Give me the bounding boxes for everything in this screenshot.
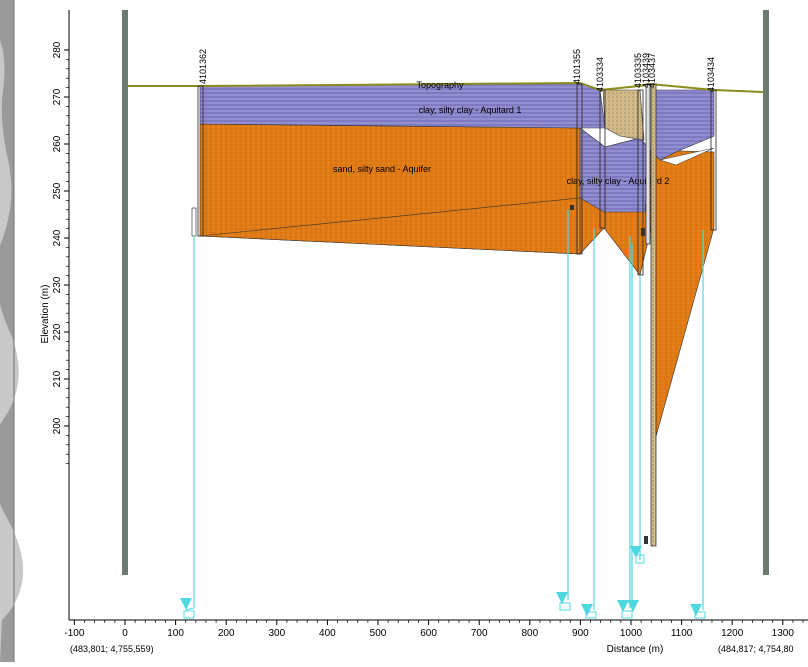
water-level-marker xyxy=(180,598,192,610)
y-tick-label: 240 xyxy=(52,229,63,246)
well-4103335[interactable]: 4103335 xyxy=(617,53,645,619)
white-lens xyxy=(659,147,715,166)
x-tick-label: 600 xyxy=(420,628,437,639)
aquifer-lower-wedge xyxy=(199,197,581,255)
y-tick-label: 280 xyxy=(52,41,63,58)
x-tick-label: 200 xyxy=(218,628,235,639)
x-tick-label: 900 xyxy=(572,628,589,639)
x-tick-label: 500 xyxy=(370,628,387,639)
y-tick-label: 270 xyxy=(52,88,63,105)
well-4103439[interactable]: 4103439 xyxy=(627,53,651,612)
x-tick-label: 300 xyxy=(268,628,285,639)
aquitard1-layer xyxy=(199,82,606,129)
x-tick-label: 1100 xyxy=(671,628,693,639)
aquitard2-label: clay, silty clay - Aquitard 2 xyxy=(567,176,670,186)
x-tick-label: 400 xyxy=(319,628,336,639)
y-tick-label: 200 xyxy=(52,417,63,434)
well-4101355[interactable]: 4101355 xyxy=(556,49,583,611)
x-tick-label: 1300 xyxy=(772,628,795,639)
x-tick-group: -100 0 100 200 300 400 500 600 700 800 900 1000 1100… xyxy=(64,620,804,639)
map-strip-texture xyxy=(0,40,24,662)
aquitard1-label: clay, silty clay - Aquitard 1 xyxy=(419,105,522,115)
aquitard1-right xyxy=(654,89,715,161)
water-level-marker xyxy=(627,600,639,612)
section-end-bar xyxy=(763,10,769,575)
x-tick-label: 800 xyxy=(521,628,538,639)
well-label-4103434: 4103434 xyxy=(706,57,716,92)
x-tick-label: 1000 xyxy=(620,628,643,639)
x-tick-label: 1200 xyxy=(721,628,744,639)
aquifer-label: sand, silty sand - Aquifer xyxy=(333,164,431,174)
topography-line xyxy=(128,81,764,93)
x-tick-label: -100 xyxy=(64,628,84,639)
water-level-marker xyxy=(630,546,642,558)
topography-label: Topography xyxy=(416,80,464,90)
y-tick-label: 260 xyxy=(52,135,63,152)
y-tick-label: 220 xyxy=(52,323,63,340)
well-4103434[interactable]: 4103434 xyxy=(690,57,717,619)
end-coordinate: (484,817; 4,754,80 xyxy=(718,644,794,654)
well-label-4103439: 4103439 xyxy=(641,53,651,88)
x-tick-label: 100 xyxy=(167,628,184,639)
well-label-4101355: 4101355 xyxy=(572,49,582,84)
x-tick-label: 0 xyxy=(122,628,128,639)
y-tick-label: 210 xyxy=(52,370,63,387)
well-4103437[interactable]: 4103437 xyxy=(647,53,657,547)
x-tick-label: 700 xyxy=(471,628,488,639)
well-label-4101362: 4101362 xyxy=(198,49,208,84)
water-level-marker xyxy=(581,604,593,616)
y-tick-group: 280 270 260 250 240 230 220 210 200 xyxy=(52,41,69,464)
well-label-4103334: 4103334 xyxy=(595,57,605,92)
aquitard2-layer xyxy=(579,127,651,213)
well-label-4103335: 4103335 xyxy=(633,53,643,88)
well-4101362[interactable]: 4101362 xyxy=(180,49,208,619)
water-level-marker xyxy=(617,600,629,612)
water-level-marker xyxy=(556,592,568,604)
well-4103334[interactable]: 4103334 xyxy=(581,57,606,619)
x-axis-title: Distance (m) xyxy=(607,644,664,655)
y-tick-label: 230 xyxy=(52,276,63,293)
y-tick-label: 250 xyxy=(52,182,63,199)
section-start-bar xyxy=(122,10,128,575)
water-level-marker xyxy=(690,604,702,616)
well-label-4103437: 4103437 xyxy=(647,53,657,88)
y-axis-title: Elevation (m) xyxy=(40,285,51,344)
start-coordinate: (483,801; 4,755,559) xyxy=(70,644,154,654)
